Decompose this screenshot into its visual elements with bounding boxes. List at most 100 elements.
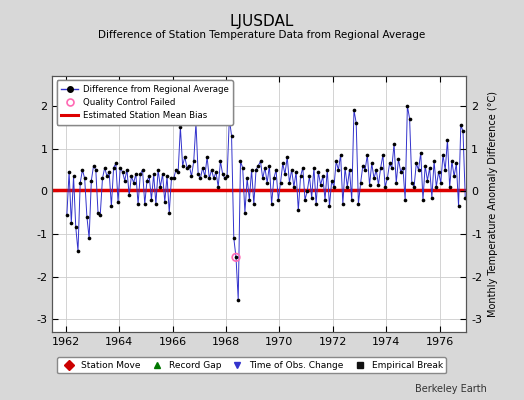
Point [410, 184, 418, 190]
Point [299, 164, 307, 171]
Point [370, 175, 378, 182]
Point [187, 173, 195, 180]
Point [452, 160, 461, 167]
Point [450, 173, 458, 180]
Point [252, 167, 260, 173]
Point [454, 203, 463, 209]
Point [459, 128, 467, 135]
Point [399, 164, 407, 171]
Point [185, 162, 193, 169]
Point [388, 164, 396, 171]
Point [78, 167, 86, 173]
Point [138, 167, 147, 173]
Point [325, 203, 334, 209]
Point [216, 158, 225, 164]
Point [412, 160, 420, 167]
Point [227, 132, 236, 139]
Point [241, 209, 249, 216]
Point [419, 196, 427, 203]
Point [334, 167, 343, 173]
Point [116, 164, 125, 171]
Point [169, 175, 178, 182]
Point [332, 158, 341, 164]
Point [428, 194, 436, 201]
Point [365, 182, 374, 188]
Point [67, 220, 75, 226]
Point [425, 164, 434, 171]
Point [210, 175, 218, 182]
Point [158, 171, 167, 177]
Point [256, 158, 265, 164]
Point [274, 196, 282, 203]
Text: LJUSDAL: LJUSDAL [230, 14, 294, 29]
Point [436, 180, 445, 186]
Legend: Station Move, Record Gap, Time of Obs. Change, Empirical Break: Station Move, Record Gap, Time of Obs. C… [57, 357, 446, 374]
Point [160, 199, 169, 205]
Text: Berkeley Earth: Berkeley Earth [416, 384, 487, 394]
Point [279, 160, 287, 167]
Point [223, 173, 231, 180]
Point [432, 184, 441, 190]
Point [212, 169, 220, 175]
Point [183, 164, 191, 171]
Point [208, 167, 216, 173]
Point [230, 235, 238, 241]
Point [261, 164, 269, 171]
Point [392, 180, 400, 186]
Point [390, 141, 398, 148]
Point [276, 180, 285, 186]
Point [258, 175, 267, 182]
Point [305, 173, 314, 180]
Point [445, 184, 454, 190]
Point [199, 164, 207, 171]
Point [323, 167, 332, 173]
Point [361, 167, 369, 173]
Point [123, 167, 131, 173]
Point [441, 167, 450, 173]
Point [443, 137, 452, 143]
Point [176, 124, 184, 130]
Point [430, 158, 438, 164]
Point [265, 162, 274, 169]
Legend: Difference from Regional Average, Quality Control Failed, Estimated Station Mean: Difference from Regional Average, Qualit… [57, 80, 233, 124]
Point [201, 173, 209, 180]
Point [341, 164, 350, 171]
Point [321, 196, 329, 203]
Point [76, 180, 84, 186]
Point [339, 201, 347, 207]
Point [354, 201, 363, 207]
Point [181, 154, 189, 160]
Point [147, 196, 156, 203]
Point [336, 152, 345, 158]
Point [145, 173, 154, 180]
Point [308, 194, 316, 201]
Point [401, 196, 409, 203]
Point [376, 164, 385, 171]
Point [203, 154, 211, 160]
Point [190, 158, 198, 164]
Point [94, 209, 102, 216]
Point [221, 175, 229, 182]
Point [69, 173, 78, 180]
Point [196, 175, 204, 182]
Point [92, 167, 100, 173]
Point [367, 160, 376, 167]
Point [267, 201, 276, 207]
Point [118, 169, 127, 175]
Point [263, 180, 271, 186]
Point [247, 167, 256, 173]
Point [283, 154, 291, 160]
Point [243, 175, 252, 182]
Point [65, 169, 73, 175]
Point [167, 175, 176, 182]
Point [406, 116, 414, 122]
Point [417, 150, 425, 156]
Point [74, 248, 82, 254]
Point [192, 120, 200, 126]
Point [96, 212, 104, 218]
Point [434, 169, 443, 175]
Point [112, 160, 120, 167]
Point [383, 175, 391, 182]
Point [421, 162, 429, 169]
Point [149, 171, 158, 177]
